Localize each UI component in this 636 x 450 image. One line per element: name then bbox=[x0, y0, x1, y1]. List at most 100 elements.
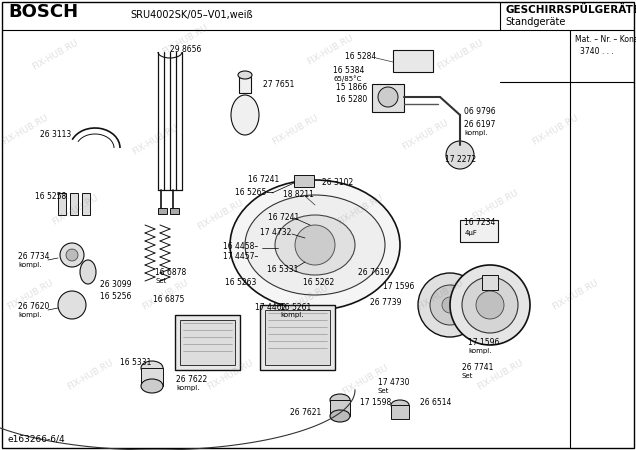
Circle shape bbox=[476, 291, 504, 319]
Text: FIX-HUB.RU: FIX-HUB.RU bbox=[530, 113, 579, 147]
Text: FIX-HUB.RU: FIX-HUB.RU bbox=[280, 283, 329, 317]
Text: 4μF: 4μF bbox=[465, 230, 478, 236]
Text: kompl.: kompl. bbox=[464, 130, 488, 136]
Text: FIX-HUB.RU: FIX-HUB.RU bbox=[50, 193, 100, 227]
Bar bbox=[330, 400, 350, 416]
Circle shape bbox=[66, 249, 78, 261]
Bar bbox=[82, 193, 90, 215]
Text: 26 7619: 26 7619 bbox=[358, 268, 389, 277]
Text: 26 7620: 26 7620 bbox=[18, 302, 50, 311]
Text: FIX-HUB.RU: FIX-HUB.RU bbox=[31, 38, 80, 72]
Text: FIX-HUB.RU: FIX-HUB.RU bbox=[436, 38, 485, 72]
Bar bbox=[372, 84, 404, 112]
Text: FIX-HUB.RU: FIX-HUB.RU bbox=[415, 278, 465, 312]
Bar bbox=[141, 368, 163, 386]
Bar bbox=[175, 315, 240, 370]
Text: FIX-HUB.RU: FIX-HUB.RU bbox=[305, 33, 355, 67]
Text: 16 6875: 16 6875 bbox=[153, 295, 184, 304]
Text: kompl.: kompl. bbox=[280, 312, 303, 318]
Text: FIX-HUB.RU: FIX-HUB.RU bbox=[270, 113, 320, 147]
Text: FIX-HUB.RU: FIX-HUB.RU bbox=[195, 198, 245, 232]
Text: FIX-HUB.RU: FIX-HUB.RU bbox=[130, 123, 179, 157]
Text: Set: Set bbox=[378, 388, 389, 394]
Circle shape bbox=[418, 273, 482, 337]
Text: FIX-HUB.RU: FIX-HUB.RU bbox=[66, 358, 114, 392]
Text: 17 4462: 17 4462 bbox=[255, 303, 286, 312]
Text: 16 5258: 16 5258 bbox=[35, 192, 66, 201]
Text: FIX-HUB.RU: FIX-HUB.RU bbox=[340, 363, 390, 397]
Bar bbox=[260, 305, 335, 370]
Text: FIX-HUB.RU: FIX-HUB.RU bbox=[1, 113, 50, 147]
Circle shape bbox=[450, 265, 530, 345]
Ellipse shape bbox=[231, 95, 259, 135]
Text: FIX-HUB.RU: FIX-HUB.RU bbox=[401, 118, 450, 152]
Text: 26 6197: 26 6197 bbox=[464, 120, 495, 129]
Circle shape bbox=[58, 291, 86, 319]
Bar bbox=[170, 208, 179, 214]
Ellipse shape bbox=[141, 379, 163, 393]
Text: BOSCH: BOSCH bbox=[8, 3, 78, 21]
Text: kompl.: kompl. bbox=[18, 262, 41, 268]
Text: 17 4732: 17 4732 bbox=[260, 228, 291, 237]
Text: 18 8211: 18 8211 bbox=[283, 190, 314, 199]
Text: 17 4457–: 17 4457– bbox=[223, 252, 258, 261]
Text: FIX-HUB.RU: FIX-HUB.RU bbox=[5, 278, 55, 312]
Text: 26 7741: 26 7741 bbox=[462, 363, 494, 372]
Text: 16 5262: 16 5262 bbox=[303, 278, 335, 287]
Text: 16 5331: 16 5331 bbox=[267, 265, 298, 274]
Text: 17 1598: 17 1598 bbox=[360, 398, 391, 407]
Text: 16 4458–: 16 4458– bbox=[223, 242, 258, 251]
Circle shape bbox=[378, 87, 398, 107]
Text: 26 7622: 26 7622 bbox=[176, 375, 207, 384]
Ellipse shape bbox=[230, 180, 400, 310]
Text: 16 5331: 16 5331 bbox=[120, 358, 151, 367]
Circle shape bbox=[430, 285, 470, 325]
Text: 65/85°C: 65/85°C bbox=[333, 75, 361, 82]
Ellipse shape bbox=[391, 400, 409, 410]
Text: Set: Set bbox=[155, 278, 167, 284]
Ellipse shape bbox=[80, 260, 96, 284]
Text: SRU4002SK/05–V01,weiß: SRU4002SK/05–V01,weiß bbox=[130, 10, 252, 20]
Text: 3740 . . .: 3740 . . . bbox=[580, 47, 614, 56]
Text: 26 3102: 26 3102 bbox=[322, 178, 353, 187]
Bar bbox=[460, 220, 498, 242]
Text: 29 8656: 29 8656 bbox=[170, 45, 202, 54]
Text: FIX-HUB.RU: FIX-HUB.RU bbox=[471, 188, 520, 222]
Bar bbox=[391, 405, 409, 419]
Text: 16 5265—: 16 5265— bbox=[235, 188, 274, 197]
Circle shape bbox=[462, 277, 518, 333]
Text: 16 7234: 16 7234 bbox=[464, 218, 495, 227]
Bar bbox=[265, 310, 330, 365]
Text: FIX-HUB.RU: FIX-HUB.RU bbox=[475, 358, 525, 392]
Text: FIX-HUB.RU: FIX-HUB.RU bbox=[205, 358, 254, 392]
Text: 16 5256: 16 5256 bbox=[100, 292, 132, 301]
Text: 15 1866: 15 1866 bbox=[336, 83, 367, 92]
Text: FIX-HUB.RU: FIX-HUB.RU bbox=[550, 278, 600, 312]
Ellipse shape bbox=[330, 394, 350, 406]
Text: kompl.: kompl. bbox=[176, 385, 200, 391]
Text: 16 5384: 16 5384 bbox=[333, 66, 364, 75]
Text: 27 7651: 27 7651 bbox=[263, 80, 294, 89]
Text: 16 5261: 16 5261 bbox=[280, 303, 311, 312]
Text: Standgeräte: Standgeräte bbox=[505, 17, 565, 27]
Ellipse shape bbox=[238, 71, 252, 79]
Text: 26 3113: 26 3113 bbox=[40, 130, 71, 139]
Bar bbox=[70, 193, 78, 215]
Text: FIX-HUB.RU: FIX-HUB.RU bbox=[141, 278, 190, 312]
Ellipse shape bbox=[245, 195, 385, 295]
Text: kompl.: kompl. bbox=[468, 348, 492, 354]
Circle shape bbox=[60, 243, 84, 267]
Ellipse shape bbox=[141, 361, 163, 375]
Text: FIX-HUB.RU: FIX-HUB.RU bbox=[160, 23, 210, 57]
Text: 26 7734: 26 7734 bbox=[18, 252, 50, 261]
Text: Mat. – Nr. – Konstante: Mat. – Nr. – Konstante bbox=[575, 35, 636, 44]
Text: 16 7241: 16 7241 bbox=[268, 213, 300, 222]
Text: 16 6878: 16 6878 bbox=[155, 268, 186, 277]
Circle shape bbox=[446, 141, 474, 169]
Text: 17 1596: 17 1596 bbox=[468, 338, 499, 347]
Bar bbox=[158, 208, 167, 214]
Text: FIX-HUB.RU: FIX-HUB.RU bbox=[335, 193, 385, 227]
Ellipse shape bbox=[330, 410, 350, 422]
Bar bbox=[482, 275, 498, 290]
Text: Set: Set bbox=[462, 373, 473, 379]
